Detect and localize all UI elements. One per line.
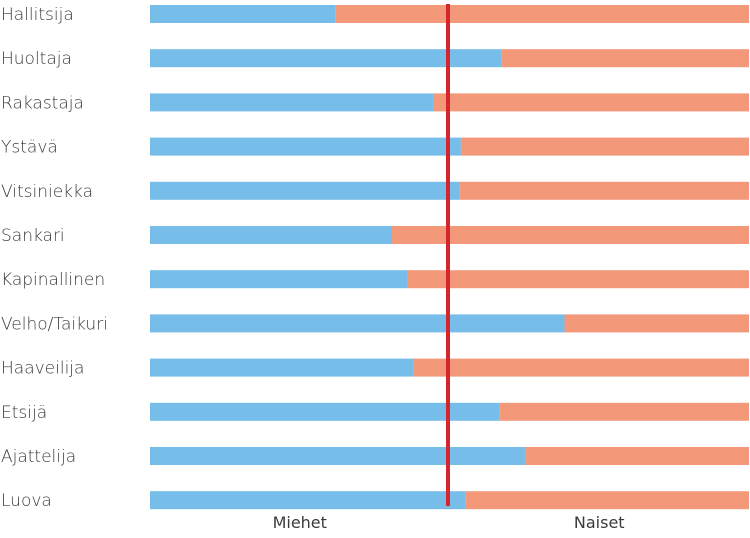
category-label: Sankari bbox=[1, 226, 65, 246]
category-label: Haaveilija bbox=[1, 359, 84, 379]
bar-segment-right-5 bbox=[391, 226, 749, 244]
bar-segment-right-6 bbox=[407, 270, 749, 289]
category-label: Ystävä bbox=[1, 138, 58, 158]
category-label: Etsijä bbox=[1, 403, 47, 423]
category-label: Velho/Taikuri bbox=[1, 314, 108, 334]
bar-segment-right-7 bbox=[564, 314, 749, 333]
bar-segment-right-10 bbox=[524, 447, 749, 465]
bar-segment-left-1 bbox=[150, 49, 502, 68]
bar-segment-left-5 bbox=[150, 226, 392, 244]
bar-segment-left-8 bbox=[150, 358, 414, 377]
category-label: Vitsiniekka bbox=[1, 182, 93, 202]
x-label-miehet: Miehet bbox=[273, 513, 327, 532]
bar-segment-right-1 bbox=[501, 49, 749, 68]
bar-segment-left-6 bbox=[150, 270, 408, 289]
bar-segment-right-2 bbox=[433, 93, 749, 112]
bar-segment-right-9 bbox=[499, 402, 749, 421]
category-label: Luova bbox=[1, 491, 52, 511]
bar-segment-right-0 bbox=[335, 5, 749, 23]
category-labels: Hallitsija Huoltaja Rakastaja Ystävä Vitsini… bbox=[1, 5, 108, 511]
bar-segment-left-10 bbox=[150, 447, 525, 465]
bar-segment-right-11 bbox=[465, 491, 749, 510]
bar-segment-left-7 bbox=[150, 314, 565, 333]
category-label: Hallitsija bbox=[1, 5, 74, 25]
bar-segment-left-0 bbox=[150, 5, 336, 23]
bar-segment-left-4 bbox=[150, 181, 460, 200]
bars-group bbox=[150, 5, 749, 510]
category-label: Kapinallinen bbox=[1, 270, 105, 290]
bar-segment-left-9 bbox=[150, 402, 500, 421]
bar-segment-right-3 bbox=[460, 137, 749, 156]
bar-segment-right-4 bbox=[459, 181, 749, 200]
bar-segment-left-2 bbox=[150, 93, 434, 112]
category-label: Ajattelija bbox=[1, 447, 76, 467]
x-label-naiset: Naiset bbox=[574, 513, 625, 532]
category-label: Huoltaja bbox=[1, 49, 72, 69]
bar-segment-left-3 bbox=[150, 137, 461, 156]
category-label: Rakastaja bbox=[1, 93, 84, 113]
bar-segment-left-11 bbox=[150, 491, 466, 510]
bar-segment-right-8 bbox=[413, 358, 749, 377]
